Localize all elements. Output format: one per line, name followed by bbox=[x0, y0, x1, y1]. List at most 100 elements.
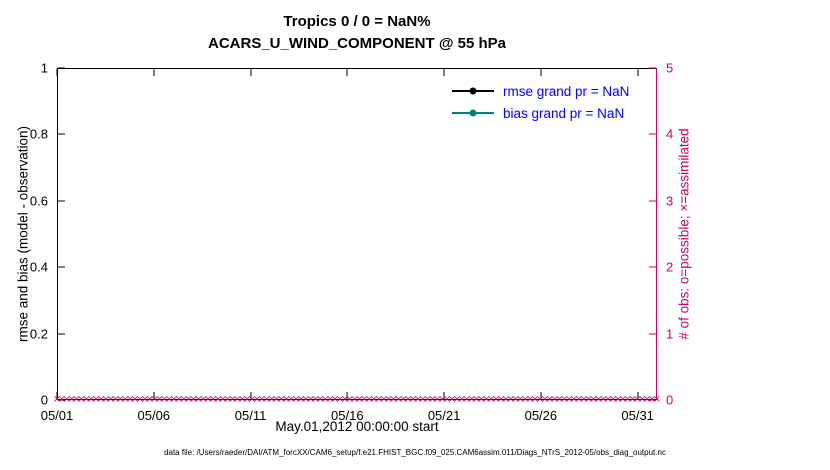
assimilated-x-marker: × bbox=[286, 394, 296, 405]
assimilated-x-marker: × bbox=[218, 394, 228, 405]
assimilated-x-marker: × bbox=[208, 394, 218, 405]
assimilated-x-marker: × bbox=[62, 394, 71, 405]
left-y-tick-mark bbox=[58, 200, 65, 202]
assimilated-x-marker: × bbox=[555, 394, 564, 405]
assimilated-x-marker: × bbox=[496, 394, 506, 405]
assimilated-x-marker: × bbox=[267, 394, 276, 405]
assimilated-x-marker: × bbox=[204, 394, 213, 405]
x-axis-label: May.01,2012 00:00:00 start bbox=[275, 419, 439, 434]
assimilated-x-marker: × bbox=[516, 394, 525, 405]
assimilated-x-marker: × bbox=[452, 394, 462, 405]
assimilated-x-marker: × bbox=[525, 394, 535, 405]
assimilated-x-marker: × bbox=[467, 394, 476, 405]
assimilated-x-marker: × bbox=[150, 394, 159, 405]
assimilated-x-marker: × bbox=[613, 394, 623, 405]
assimilated-x-marker: × bbox=[57, 394, 67, 405]
assimilated-x-marker: × bbox=[482, 394, 491, 405]
assimilated-x-marker: × bbox=[413, 394, 423, 405]
assimilated-x-marker: × bbox=[277, 394, 286, 405]
assimilated-x-marker: × bbox=[164, 394, 174, 405]
assimilated-x-marker: × bbox=[330, 394, 340, 405]
assimilated-x-marker: × bbox=[82, 394, 91, 405]
x-tick-mark-top bbox=[153, 69, 155, 76]
legend-entry-label: bias grand pr = NaN bbox=[503, 105, 625, 121]
assimilated-x-marker: × bbox=[91, 394, 101, 405]
assimilated-x-marker: × bbox=[67, 394, 76, 405]
assimilated-x-marker: × bbox=[477, 394, 486, 405]
legend: rmse grand pr = NaN bias grand pr = NaN bbox=[452, 80, 629, 124]
assimilated-x-marker: × bbox=[443, 394, 452, 405]
left-y-tick-label: 0.8 bbox=[29, 126, 48, 142]
assimilated-x-marker: × bbox=[296, 394, 306, 405]
legend-line-sample bbox=[452, 87, 494, 95]
assimilated-x-marker: × bbox=[486, 394, 496, 405]
assimilated-x-marker: × bbox=[535, 394, 545, 405]
assimilated-x-marker: × bbox=[399, 394, 408, 405]
assimilated-x-marker: × bbox=[618, 394, 628, 405]
assimilated-x-marker: × bbox=[594, 394, 603, 405]
assimilated-x-marker: × bbox=[257, 394, 267, 405]
legend-marker-dot bbox=[469, 87, 477, 95]
assimilated-x-marker: × bbox=[340, 394, 349, 405]
assimilated-x-marker: × bbox=[155, 394, 164, 405]
right-y-tick-label: 5 bbox=[666, 60, 674, 76]
right-y-tick-label: 4 bbox=[666, 126, 674, 142]
left-y-tick-mark bbox=[58, 399, 65, 401]
assimilated-x-marker: × bbox=[360, 394, 369, 405]
assimilated-x-marker: × bbox=[116, 394, 125, 405]
assimilated-x-marker: × bbox=[428, 394, 437, 405]
assimilated-x-marker: × bbox=[311, 394, 320, 405]
assimilated-x-marker: × bbox=[228, 394, 237, 405]
assimilated-x-marker: × bbox=[252, 394, 262, 405]
assimilated-x-marker: × bbox=[77, 394, 86, 405]
assimilated-x-marker: × bbox=[243, 394, 252, 405]
assimilated-x-marker: × bbox=[199, 394, 208, 405]
assimilated-x-marker: × bbox=[72, 394, 81, 405]
x-tick-mark-top bbox=[56, 69, 58, 76]
right-y-tick-label: 1 bbox=[666, 326, 674, 342]
assimilated-x-marker: × bbox=[521, 394, 530, 405]
x-tick-label: 05/31 bbox=[621, 408, 654, 423]
chart-title-line2: ACARS_U_WIND_COMPONENT @ 55 hPa bbox=[207, 35, 507, 52]
right-y-tick-label: 2 bbox=[666, 259, 674, 275]
assimilated-x-marker: × bbox=[179, 394, 189, 405]
assimilated-x-marker: × bbox=[589, 394, 598, 405]
x-tick-mark bbox=[346, 392, 348, 399]
x-tick-mark bbox=[250, 392, 252, 399]
x-tick-label: 05/11 bbox=[234, 408, 267, 423]
assimilated-x-marker: × bbox=[121, 394, 130, 405]
x-tick-label: 05/26 bbox=[524, 408, 558, 423]
assimilated-x-marker: × bbox=[262, 394, 271, 405]
assimilated-x-marker: × bbox=[447, 394, 457, 405]
x-tick-mark bbox=[153, 392, 155, 399]
assimilated-x-marker: × bbox=[364, 394, 374, 405]
left-y-tick-mark bbox=[58, 133, 65, 135]
left-y-tick-mark bbox=[58, 67, 65, 69]
assimilated-x-marker: × bbox=[506, 394, 515, 405]
assimilated-x-marker: × bbox=[238, 394, 247, 405]
assimilated-x-marker: × bbox=[564, 394, 574, 405]
plot-area bbox=[57, 68, 657, 400]
assimilated-x-marker: × bbox=[350, 394, 359, 405]
assimilated-x-marker: × bbox=[604, 394, 613, 405]
assimilated-x-marker: × bbox=[394, 394, 403, 405]
x-tick-mark bbox=[637, 392, 639, 399]
x-tick-mark-top bbox=[346, 69, 348, 76]
assimilated-x-marker: × bbox=[608, 394, 618, 405]
assimilated-x-marker: × bbox=[223, 394, 232, 405]
x-tick-label: 05/01 bbox=[40, 408, 74, 423]
assimilated-x-marker: × bbox=[130, 394, 140, 405]
assimilated-x-marker: × bbox=[472, 394, 481, 405]
assimilated-x-marker: × bbox=[111, 394, 120, 405]
assimilated-x-marker: × bbox=[369, 394, 379, 405]
assimilated-x-marker: × bbox=[457, 394, 467, 405]
assimilated-x-marker: × bbox=[404, 394, 413, 405]
left-y-tick-mark bbox=[58, 266, 65, 268]
assimilated-x-marker: × bbox=[135, 394, 145, 405]
left-y-tick-label: 0.4 bbox=[29, 259, 48, 275]
assimilated-x-marker: × bbox=[433, 394, 442, 405]
right-y-tick-label: 0 bbox=[666, 392, 674, 408]
assimilated-x-marker: × bbox=[579, 394, 589, 405]
chart-title-line1: Tropics 0 / 0 = NaN% bbox=[283, 13, 431, 30]
